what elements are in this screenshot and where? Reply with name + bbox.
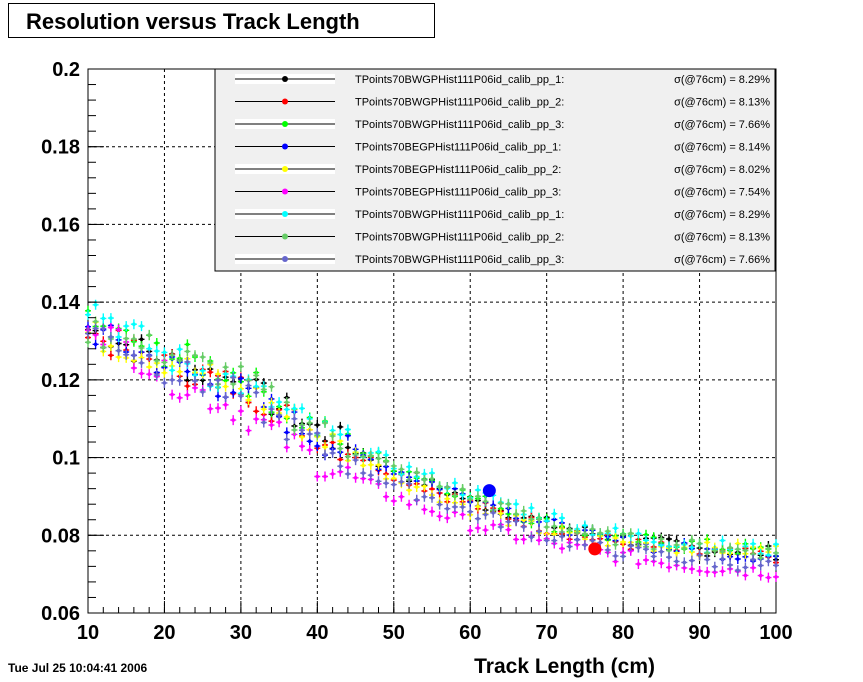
x-tick-label: 10 [77, 622, 99, 644]
legend-sigma: σ(@76cm) = 8.13% [674, 97, 770, 109]
legend-label: TPoints70BEGPHist111P06id_calib_pp_1: [355, 142, 561, 154]
chart-title: Resolution versus Track Length [26, 9, 360, 34]
x-tick-label: 90 [688, 622, 710, 644]
legend-marker [282, 188, 288, 195]
legend-sigma: σ(@76cm) = 8.02% [674, 164, 770, 176]
legend-marker [282, 166, 288, 172]
x-tick-label: 50 [383, 622, 405, 644]
legend-sigma: σ(@76cm) = 8.29% [674, 209, 770, 221]
legend-marker [282, 121, 288, 127]
title-box: Resolution versus Track Length [8, 3, 435, 38]
y-tick-label: 0.08 [41, 525, 80, 547]
y-tick-label: 0.16 [41, 214, 80, 236]
x-tick-label: 40 [306, 622, 328, 644]
y-tick-label: 0.14 [41, 292, 81, 314]
y-tick-label: 0.1 [52, 448, 80, 470]
legend-sigma: σ(@76cm) = 8.14% [674, 142, 770, 154]
x-axis-label: Track Length (cm) [474, 655, 655, 678]
legend-label: TPoints70BWGPHist111P06id_calib_pp_2: [355, 232, 564, 244]
legend-sigma: σ(@76cm) = 7.54% [674, 187, 770, 199]
series-9 [85, 323, 779, 576]
legend-marker [282, 76, 288, 82]
legend-label: TPoints70BWGPHist111P06id_calib_pp_2: [355, 97, 564, 109]
x-tick-label: 80 [612, 622, 634, 644]
legend-marker [282, 211, 288, 217]
x-tick-label: 70 [536, 622, 558, 644]
legend-marker [282, 143, 288, 150]
legend-label: TPoints70BWGPHist111P06id_calib_pp_3: [355, 119, 564, 131]
data-series [85, 299, 779, 583]
legend-label: TPoints70BWGPHist111P06id_calib_pp_1: [355, 74, 564, 86]
x-tick-label: 100 [759, 622, 792, 644]
highlight-point [588, 542, 602, 556]
timestamp: Tue Jul 25 10:04:41 2006 [8, 661, 148, 675]
y-tick-label: 0.2 [52, 59, 80, 81]
legend-label: TPoints70BEGPHist111P06id_calib_pp_2: [355, 164, 561, 176]
legend-sigma: σ(@76cm) = 8.29% [674, 74, 770, 86]
x-tick-label: 20 [153, 622, 175, 644]
highlight-markers [482, 484, 602, 556]
legend-label: TPoints70BWGPHist111P06id_calib_pp_3: [355, 254, 564, 266]
x-tick-label: 30 [230, 622, 252, 644]
legend-sigma: σ(@76cm) = 7.66% [674, 119, 770, 131]
legend-label: TPoints70BEGPHist111P06id_calib_pp_3: [355, 187, 561, 199]
legend-marker [282, 256, 288, 262]
y-tick-label: 0.06 [41, 603, 80, 625]
y-tick-label: 0.12 [41, 370, 80, 392]
legend: TPoints70BWGPHist111P06id_calib_pp_1: σ(@… [214, 68, 776, 272]
highlight-point [482, 484, 496, 498]
legend-sigma: σ(@76cm) = 7.66% [674, 254, 770, 266]
y-tick-label: 0.18 [41, 137, 80, 159]
legend-sigma: σ(@76cm) = 8.13% [674, 232, 770, 244]
x-tick-label: 60 [459, 622, 481, 644]
legend-label: TPoints70BWGPHist111P06id_calib_pp_1: [355, 209, 564, 221]
legend-marker [282, 98, 288, 105]
legend-marker [282, 233, 288, 240]
axes: 10 20 30 40 50 60 70 80 90 100 0.06 0.08 0.1 0.12 0.14… [41, 59, 793, 644]
